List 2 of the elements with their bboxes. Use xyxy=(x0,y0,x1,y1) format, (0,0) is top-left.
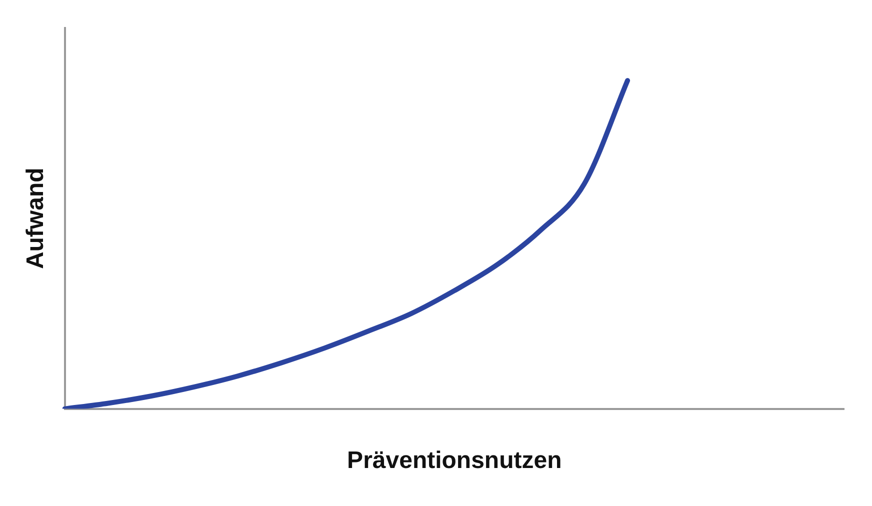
x-axis-title: Präventionsnutzen xyxy=(347,447,562,474)
y-axis-title: Aufwand xyxy=(22,168,50,270)
